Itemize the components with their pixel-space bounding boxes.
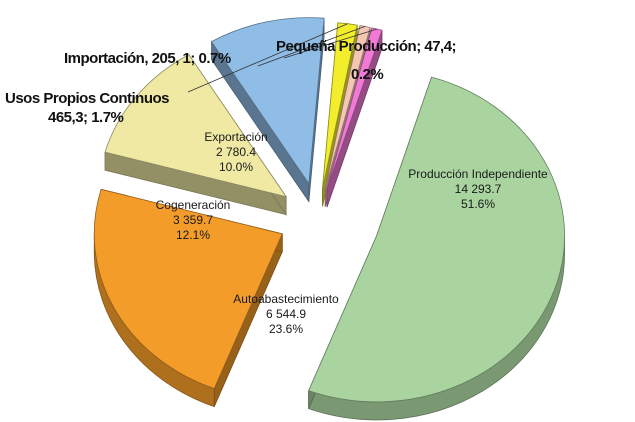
slice-autoabastecimiento [93,188,283,390]
slice-percent-label: 10.0% [219,160,253,174]
slice-name-label: Cogeneración [156,198,231,212]
slice-name-label: Exportación [204,130,267,144]
label-exportacion: Exportación 2 780.4 10.0% [204,130,267,174]
label-usos-propios-line2: 465,3; 1.7% [48,109,124,126]
label-autoabastecimiento: Autoabastecimiento 6 544.9 23.6% [233,292,339,336]
label-produccion-independiente: Producción Independiente 14 293.7 51.6% [408,167,548,211]
leader-line [187,23,348,93]
slice-importacion [324,25,371,189]
slice-value-label: 6 544.9 [266,307,306,321]
slice-value-label: 3 359.7 [173,213,213,227]
slice-name-label: Autoabastecimiento [233,292,339,306]
slice-percent-label: 51.6% [461,197,495,211]
label-importacion: Importación, 205, 1; 0.7% [64,50,231,67]
slice-value-label: 2 780.4 [216,145,256,159]
slice-name-label: Producción Independiente [408,167,548,181]
label-usos-propios-line1: Usos Propios Continuos [5,90,169,107]
label-cogeneracion: Cogeneración 3 359.7 12.1% [156,198,231,242]
slice-pequena-produccion [326,27,383,190]
slice-percent-label: 12.1% [176,228,210,242]
leader-line [283,28,378,59]
slice-percent-label: 23.6% [269,322,303,336]
leader-lines [187,23,378,93]
slice-cogeneracion [104,54,288,198]
label-pequena-produccion-line1: Pequeña Producción; 47,4; [276,38,456,55]
slice-exportacion [210,17,325,185]
label-pequena-produccion-line2: 0.2% [351,66,383,83]
pie-slices [93,17,565,421]
slice-value-label: 14 293.7 [455,182,502,196]
slice-produccion-independiente [308,76,565,403]
leader-line [257,26,366,67]
